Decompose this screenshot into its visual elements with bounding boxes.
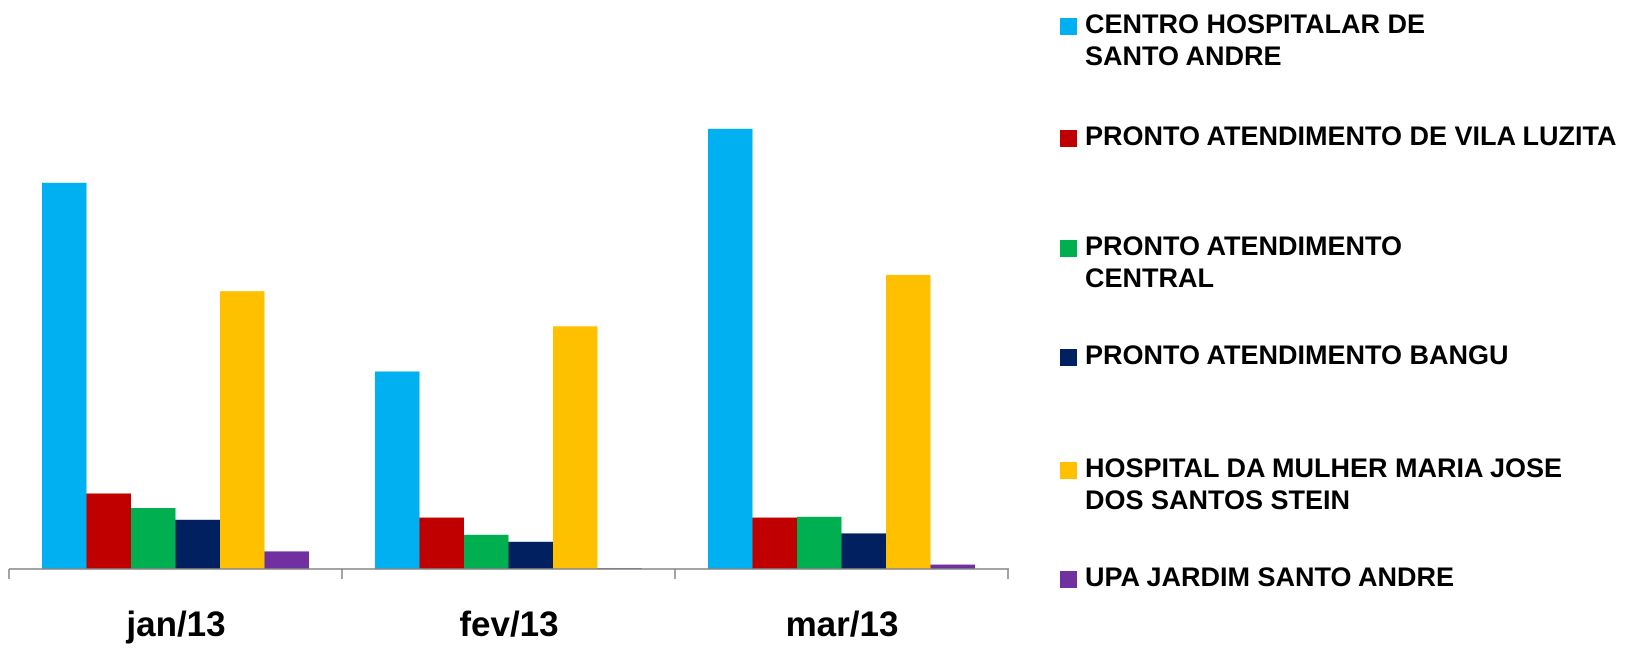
legend-label: CENTRO HOSPITALAR DE SANTO ANDRE: [1085, 9, 1426, 71]
legend-item-upa-jardim: UPA JARDIM SANTO ANDRE: [1060, 561, 1625, 593]
bar-central-fev: [464, 534, 509, 569]
bar-centro-mar: [708, 128, 753, 570]
bar-centro-jan: [42, 182, 87, 570]
legend-label: UPA JARDIM SANTO ANDRE: [1085, 562, 1455, 592]
bar-upa-jardim-mar: [930, 564, 975, 569]
bar-central-jan: [131, 508, 176, 569]
bar-bangu-fev: [508, 541, 553, 569]
bar-hospital-mulher-jan: [220, 291, 265, 569]
bar-vila-luzita-jan: [86, 493, 131, 569]
bar-vila-luzita-mar: [752, 517, 797, 569]
legend-swatch: [1060, 571, 1077, 588]
legend-swatch: [1060, 462, 1077, 479]
category-label-mar: mar/13: [786, 605, 899, 644]
bar-bangu-mar: [841, 533, 886, 569]
bar-central-mar: [797, 516, 842, 569]
bar-chart: jan/13 fev/13 mar/13: [8, 128, 1009, 644]
legend-swatch: [1060, 130, 1077, 147]
bar-hospital-mulher-mar: [886, 274, 931, 569]
legend-label: PRONTO ATENDIMENTO DE VILA LUZITA: [1085, 121, 1617, 151]
legend-swatch: [1060, 18, 1077, 35]
legend-label: HOSPITAL DA MULHER MARIA JOSE DOS SANTOS…: [1085, 453, 1563, 515]
legend: CENTRO HOSPITALAR DE SANTO ANDRE PRONTO …: [1060, 0, 1629, 664]
legend-label: PRONTO ATENDIMENTO CENTRAL: [1085, 231, 1403, 293]
legend-swatch: [1060, 349, 1077, 366]
legend-label: PRONTO ATENDIMENTO BANGU: [1085, 340, 1509, 370]
bar-centro-fev: [375, 371, 420, 569]
legend-item-vila-luzita: PRONTO ATENDIMENTO DE VILA LUZITA: [1060, 120, 1625, 152]
legend-item-central: PRONTO ATENDIMENTO CENTRAL: [1060, 230, 1505, 294]
category-label-fev: fev/13: [459, 605, 558, 644]
category-label-jan: jan/13: [125, 605, 225, 644]
legend-swatch: [1060, 240, 1077, 257]
legend-item-hospital-mulher: HOSPITAL DA MULHER MARIA JOSE DOS SANTOS…: [1060, 452, 1565, 516]
bars-group: [42, 128, 975, 570]
bar-bangu-jan: [175, 519, 220, 569]
x-axis-ticks: [8, 569, 1009, 579]
legend-item-bangu: PRONTO ATENDIMENTO BANGU: [1060, 339, 1625, 371]
legend-item-centro-hospitalar: CENTRO HOSPITALAR DE SANTO ANDRE: [1060, 8, 1505, 72]
bar-hospital-mulher-fev: [553, 326, 598, 569]
bar-vila-luzita-fev: [419, 517, 464, 569]
bar-upa-jardim-jan: [264, 551, 309, 569]
